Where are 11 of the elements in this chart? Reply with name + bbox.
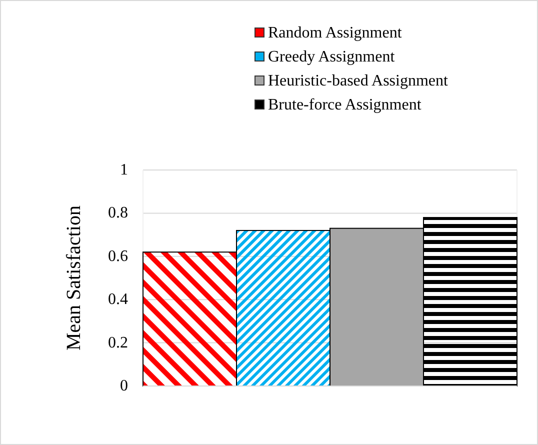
- legend-label: Random Assignment: [268, 24, 402, 42]
- y-tick-label: 0.6: [108, 248, 128, 265]
- y-tick-label: 0.2: [108, 334, 128, 352]
- y-tick-label: 0: [120, 378, 128, 394]
- legend-label: Heuristic-based Assignment: [268, 72, 449, 90]
- legend-label: Brute-force Assignment: [268, 96, 422, 114]
- y-tick-label: 0.8: [108, 204, 128, 222]
- y-tick-label: 1: [120, 162, 128, 178]
- y-axis-title: Mean Satisfaction: [63, 206, 85, 350]
- legend-label: Greedy Assignment: [268, 48, 396, 66]
- y-tick-label: 0.4: [108, 291, 128, 308]
